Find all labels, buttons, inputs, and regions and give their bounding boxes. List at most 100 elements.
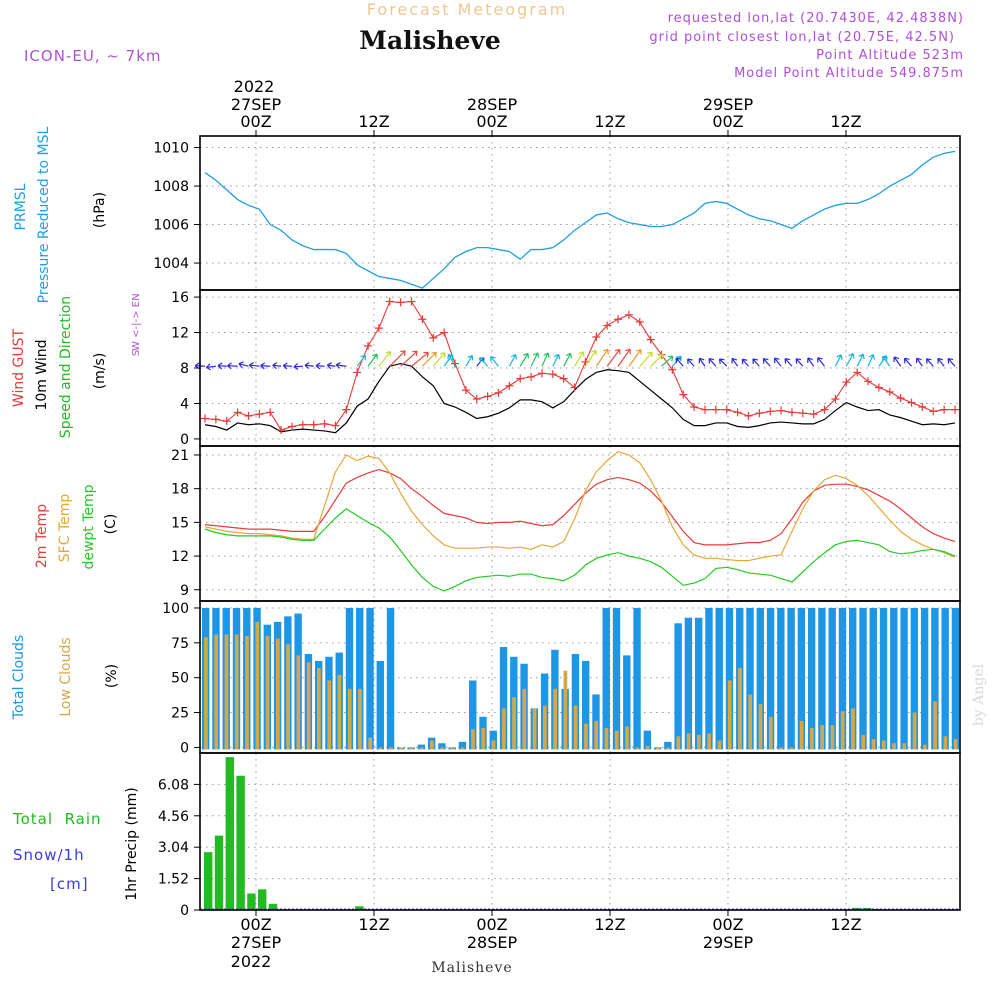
gust-marker [429, 333, 438, 342]
low-cloud-bar [563, 670, 568, 750]
total-cloud-bar [602, 607, 610, 750]
total-cloud-bar [674, 623, 682, 750]
low-cloud-bar [573, 705, 578, 750]
wind-direction-arrow [293, 363, 303, 371]
bottom-time-label: 12Z [358, 915, 389, 934]
total-cloud-bar [828, 607, 836, 750]
wind-direction-arrow [367, 353, 378, 367]
low-cloud-bar [779, 747, 783, 750]
gust-marker [516, 374, 525, 383]
low-cloud-bar [491, 740, 496, 750]
low-cloud-bar [460, 747, 465, 750]
tsfc-line [204, 450, 956, 562]
y-tick-label: 12 [171, 326, 189, 342]
low-cloud-bar [522, 688, 527, 750]
low-cloud-bar [697, 734, 701, 750]
wind-direction-arrow [519, 352, 530, 367]
gust-marker [603, 321, 612, 330]
cloud-labels: Total Clouds Low Clouds (%) [11, 635, 120, 720]
rain-bar [862, 907, 872, 910]
total-cloud-bar [797, 607, 806, 750]
low-cloud-bar [368, 737, 373, 750]
wind-10m-label: 10m Wind [34, 339, 50, 410]
total-cloud-bar [469, 680, 477, 750]
low-cloud-bar [286, 644, 290, 750]
wind-direction-arrow [356, 354, 366, 367]
low-cloud-bar [851, 708, 855, 750]
total-cloud-bar [458, 741, 467, 750]
low-cloud-bar [717, 740, 722, 750]
low-cloud-bar [768, 716, 773, 750]
wind-direction-arrow [206, 363, 216, 371]
model-altitude: Model Point Altitude 549.875m [734, 66, 964, 81]
gust-marker [668, 365, 677, 374]
gust-marker [255, 410, 264, 419]
y-tick-label: 12 [171, 549, 189, 565]
low-cloud-bar [204, 637, 208, 750]
rain-bar [214, 835, 224, 910]
total-cloud-bar [890, 607, 898, 750]
wind-direction-arrow [867, 354, 875, 367]
total-cloud-bar [910, 607, 919, 750]
gust-marker [918, 403, 927, 411]
wind-direction-arrow [304, 362, 314, 370]
gust-marker [635, 317, 644, 326]
wind-direction-arrow [817, 357, 826, 367]
y-tick-label: 8 [180, 361, 189, 377]
low-cloud-bar [881, 740, 886, 750]
prmsl-labels: PRMSL Pressure Reduced to MSL (hPa) [13, 126, 108, 303]
wind-direction-arrow [541, 352, 550, 367]
low-cloud-bar [912, 712, 917, 750]
wind-direction-arrow [335, 361, 347, 369]
wind-direction-arrow [217, 362, 227, 370]
gust-marker [646, 335, 655, 344]
wind-speed-line [204, 362, 956, 434]
total-cloud-bar [787, 607, 795, 750]
gust-marker [385, 297, 394, 306]
total-cloud-bar [376, 660, 384, 750]
bottom-year-label: 2022 [231, 952, 272, 971]
total-cloud-bar [818, 607, 826, 750]
total-rain-label: Total Rain [12, 810, 102, 828]
y-tick-label: 75 [171, 636, 189, 652]
wind-direction-arrow [389, 350, 406, 367]
low-cloud-bar [686, 733, 691, 750]
low-cloud-bar [347, 688, 352, 750]
low-cloud-bar [953, 739, 958, 750]
rain-bar [204, 852, 213, 910]
bottom-date-label: 27SEP [231, 933, 282, 952]
panel-2: 9 12 15 18 21 [171, 446, 960, 601]
low-cloud-bar [943, 736, 948, 750]
gust-marker [592, 332, 601, 341]
wind-direction-arrow [282, 362, 292, 370]
pressure-unit-label: (hPa) [92, 192, 108, 228]
low-cloud-bar [922, 744, 927, 750]
y-tick-label: 3.04 [158, 840, 189, 856]
low-cloud-bar [861, 734, 866, 750]
top-year-label: 2022 [234, 77, 275, 96]
low-cloud-bar [317, 667, 321, 750]
meteogram-subtitle: Forecast Meteogram [367, 0, 567, 19]
low-cloud-bar [748, 694, 753, 750]
prmsl-line [204, 150, 956, 289]
cloud-unit-label: (%) [104, 664, 120, 688]
low-cloud-bar [892, 743, 896, 750]
low-cloud-bar [337, 674, 342, 750]
gust-marker [951, 405, 959, 414]
gust-marker [537, 369, 546, 378]
y-tick-label: 6.08 [158, 777, 189, 793]
wind-direction-arrow [595, 348, 609, 367]
total-cloud-bar [941, 607, 949, 750]
low-cloud-bar [378, 747, 383, 750]
wind-unit-label: (m/s) [92, 353, 108, 390]
bottom-date-label: 28SEP [467, 933, 518, 952]
gust-marker [342, 405, 351, 414]
low-cloud-bar [758, 704, 763, 750]
gust-marker [896, 394, 905, 403]
gust-marker [777, 406, 786, 415]
temperature-unit-label: (C) [103, 514, 119, 535]
wind-direction-arrow [378, 350, 392, 367]
wind-direction-arrow [260, 362, 271, 370]
y-tick-label: 1006 [153, 218, 189, 234]
